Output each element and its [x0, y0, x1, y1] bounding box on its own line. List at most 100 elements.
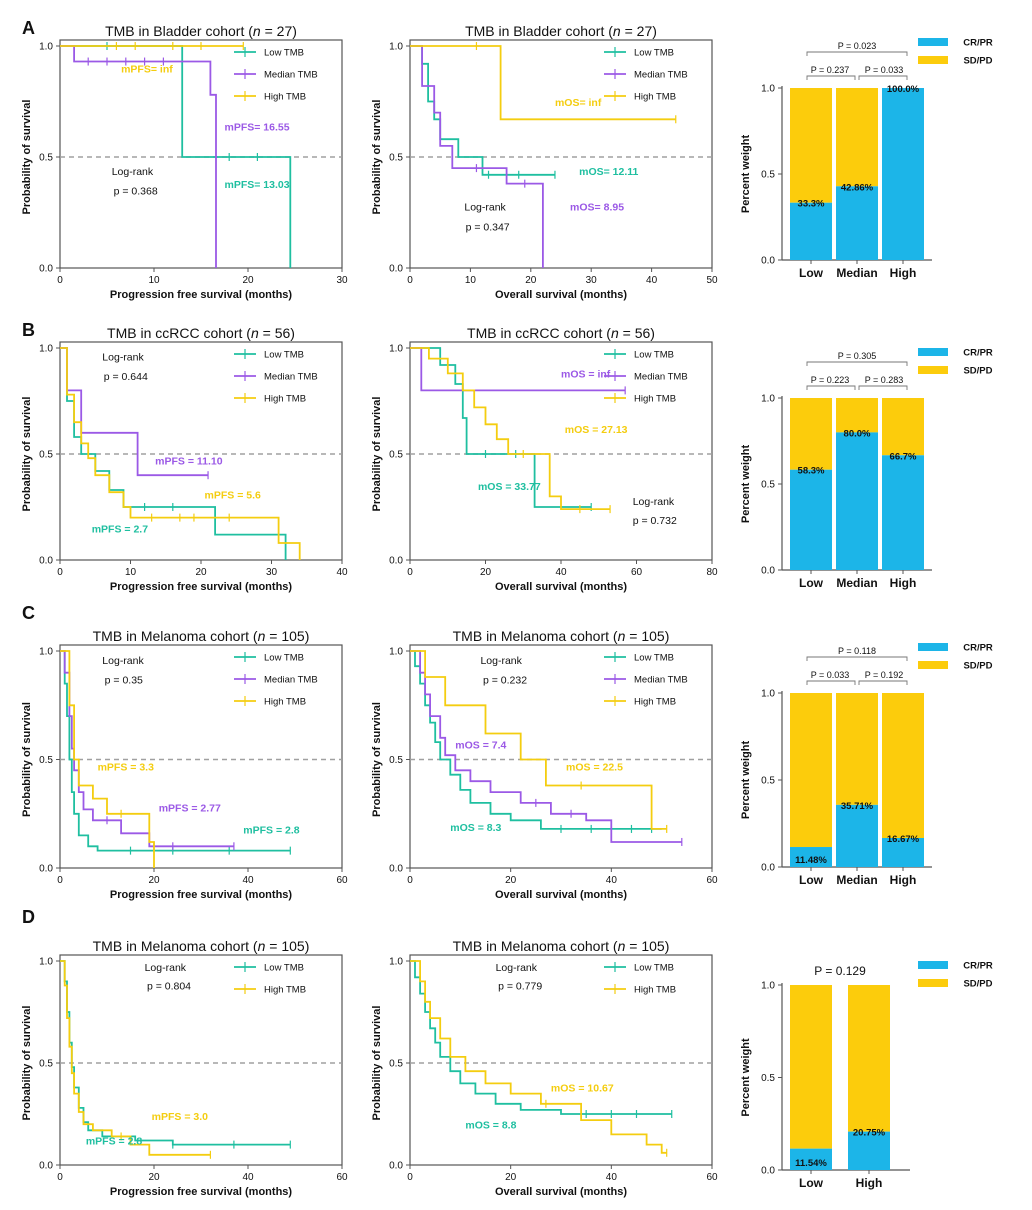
- x-tick-label: 20: [148, 1172, 160, 1183]
- legend-label: High TMB: [264, 394, 306, 405]
- bracket-left: [806, 680, 856, 685]
- x-axis-label: Progression free survival (months): [110, 1186, 292, 1198]
- x-tick-label: 40: [336, 567, 348, 578]
- km-curve-median-tmb: [60, 650, 234, 848]
- x-axis-label: Progression free survival (months): [110, 289, 292, 301]
- x-tick-label: Low: [799, 266, 824, 280]
- legend-label: High TMB: [264, 92, 306, 103]
- x-tick-label: 0: [57, 567, 63, 578]
- x-tick-label: High: [890, 873, 917, 887]
- y-tick-label: 1.0: [389, 957, 403, 968]
- legend-swatch: [918, 979, 948, 987]
- x-tick-label: 20: [242, 275, 254, 286]
- log-rank-text: p = 0.368: [114, 186, 158, 198]
- legend-label: Low TMB: [264, 48, 304, 59]
- x-axis-label: Overall survival (months): [495, 1186, 627, 1198]
- title-text: TMB in ccRCC cohort (: [107, 325, 251, 341]
- title-text: TMB in Melanoma cohort (: [93, 938, 258, 954]
- title-text: TMB in Melanoma cohort (: [453, 628, 618, 644]
- chart-title: TMB in Melanoma cohort (n = 105): [93, 938, 310, 954]
- legend-label: Low TMB: [634, 350, 674, 361]
- km-d-2: TMB in Melanoma cohort (n = 105) 0.0 0.5 1.…: [371, 938, 718, 1198]
- x-tick-label: 0: [57, 275, 63, 286]
- x-tick-label: 20: [505, 875, 517, 886]
- y-tick-label: 1.0: [761, 394, 775, 405]
- y-tick-label: 0.0: [389, 264, 403, 275]
- x-tick-label: High: [890, 576, 917, 590]
- median-annotation: mPFS = 2.7: [92, 523, 148, 535]
- bar-sd-pd: [790, 693, 832, 848]
- x-tick-label: 0: [57, 875, 63, 886]
- legend-label: CR/PR: [963, 961, 993, 972]
- x-tick-label: 40: [242, 875, 254, 886]
- median-annotation: mPFS= 16.55: [225, 121, 290, 133]
- x-tick-label: 60: [336, 875, 348, 886]
- y-tick-label: 0.5: [39, 755, 53, 766]
- y-tick-label: 1.0: [39, 42, 53, 53]
- p-value-left: P = 0.237: [811, 65, 850, 75]
- title-n: n: [258, 628, 266, 644]
- legend-label: Low TMB: [634, 653, 674, 664]
- y-tick-label: 0.5: [39, 1059, 53, 1070]
- log-rank-text: p = 0.779: [498, 981, 542, 993]
- bar-value-label: 35.71%: [841, 801, 874, 812]
- x-tick-label: Median: [836, 576, 877, 590]
- x-tick-label: 0: [407, 875, 413, 886]
- bracket-top: [806, 361, 908, 366]
- legend-label: CR/PR: [963, 643, 993, 654]
- y-tick-label: 0.0: [761, 566, 775, 577]
- title-n: n: [251, 325, 259, 341]
- y-tick-label: 0.0: [389, 1161, 403, 1172]
- x-tick-label: 20: [148, 875, 160, 886]
- x-tick-label: 80: [706, 567, 718, 578]
- km-curve-high-tmb: [410, 347, 611, 511]
- median-annotation: mOS = 33.77: [478, 481, 541, 493]
- y-tick-label: 0.5: [761, 480, 775, 491]
- panel-letter-c: C: [22, 603, 35, 623]
- chart-title: TMB in ccRCC cohort (n = 56): [467, 325, 655, 341]
- y-tick-label: 0.5: [39, 153, 53, 164]
- km-b-1: TMB in ccRCC cohort (n = 56) 0.0 0.5 1.0 0 10…: [21, 325, 348, 593]
- legend-label: Low TMB: [264, 653, 304, 664]
- x-tick-label: 60: [631, 567, 643, 578]
- median-annotation: mPFS= 13.03: [225, 179, 290, 191]
- median-annotation: mOS = inf: [561, 369, 611, 381]
- km-curve-high-tmb: [60, 960, 211, 1156]
- y-axis-label: Probability of survival: [21, 702, 33, 817]
- x-tick-label: 40: [242, 1172, 254, 1183]
- y-tick-label: 0.0: [761, 863, 775, 874]
- title-n: n: [253, 23, 261, 39]
- x-tick-label: 50: [706, 275, 718, 286]
- log-rank-text: p = 0.644: [104, 371, 148, 383]
- median-annotation: mPFS = 2.77: [159, 803, 221, 815]
- km-curve-low-tmb: [410, 960, 672, 1115]
- bar-cr-pr: [836, 804, 878, 867]
- legend-swatch: [918, 961, 948, 969]
- km-curve-high-tmb: [410, 45, 676, 121]
- bar-cr-pr: [790, 469, 832, 570]
- y-tick-label: 0.0: [761, 256, 775, 267]
- median-annotation: mPFS = 2.8: [243, 824, 299, 836]
- bar-sd-pd: [790, 398, 832, 470]
- title-text: TMB in Melanoma cohort (: [93, 628, 258, 644]
- chart-title: TMB in Bladder cohort (n = 27): [105, 23, 297, 39]
- legend-label: SD/PD: [963, 979, 992, 990]
- y-axis-label: Probability of survival: [21, 397, 33, 512]
- x-tick-label: 20: [480, 567, 492, 578]
- y-tick-label: 1.0: [761, 84, 775, 95]
- title-n-value: = 27): [261, 23, 297, 39]
- bar-value-label: 42.86%: [841, 182, 874, 193]
- x-tick-label: Median: [836, 266, 877, 280]
- log-rank-text: Log-rank: [145, 962, 187, 974]
- y-tick-label: 0.0: [389, 864, 403, 875]
- bracket-right: [858, 75, 908, 80]
- plot-frame: [409, 39, 713, 269]
- plot-frame: [59, 954, 343, 1166]
- x-tick-label: 20: [505, 1172, 517, 1183]
- x-axis-label: Overall survival (months): [495, 581, 627, 593]
- chart-title: TMB in Melanoma cohort (n = 105): [453, 628, 670, 644]
- y-tick-label: 0.0: [39, 864, 53, 875]
- bar-a: 0.0 0.5 1.0 Percent weight Low 33.3% Median 42.…: [740, 38, 993, 281]
- median-annotation: mOS = 27.13: [565, 424, 628, 436]
- legend-label: Median TMB: [634, 372, 688, 383]
